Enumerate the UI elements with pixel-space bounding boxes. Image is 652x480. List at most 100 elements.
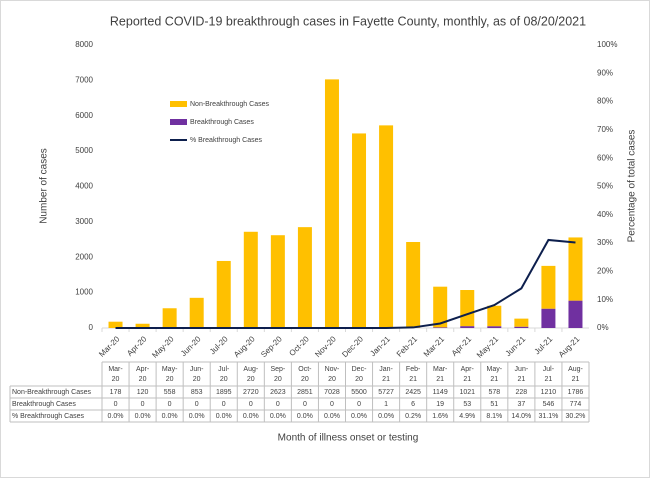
table-cell: 1149 <box>433 389 448 396</box>
table-cell: 0.0% <box>135 413 151 420</box>
table-cell: 228 <box>516 389 528 396</box>
table-header: Jun-20 <box>190 366 204 383</box>
legend-label: Non-Breakthrough Cases <box>190 101 269 108</box>
bar <box>433 327 448 328</box>
bar <box>352 133 367 328</box>
y-tick-label: 1000 <box>75 288 93 297</box>
table-row-label: Non-Breakthrough Cases <box>12 389 91 396</box>
table-header: Apr-20 <box>136 366 150 383</box>
y-tick-label: 0 <box>89 323 94 332</box>
table-header: Feb-21 <box>406 366 421 383</box>
table-cell: 2720 <box>243 389 259 396</box>
table-cell: 0.0% <box>378 413 394 420</box>
bar <box>379 125 394 328</box>
table-cell: 14.0% <box>511 413 531 420</box>
bar <box>541 265 556 309</box>
bar <box>243 231 258 328</box>
table-cell: 0.0% <box>108 413 124 420</box>
table-header: Jan-21 <box>379 366 393 383</box>
bar <box>487 305 502 327</box>
table-cell: 8.1% <box>486 413 502 420</box>
table-cell: 1 <box>384 401 388 408</box>
table-cell: 546 <box>543 401 555 408</box>
bar <box>514 318 529 327</box>
y2-tick-label: 20% <box>597 267 613 276</box>
y2-tick-label: 30% <box>597 238 613 247</box>
bar <box>487 326 502 328</box>
table-header: Mar-21 <box>433 366 448 383</box>
legend-label: % Breakthrough Cases <box>190 137 262 144</box>
table-cell: 0.0% <box>270 413 286 420</box>
bar <box>189 297 204 328</box>
table-cell: 0 <box>141 401 145 408</box>
bar <box>297 227 312 328</box>
y2-tick-label: 100% <box>597 40 617 49</box>
table-header: Aug-20 <box>243 366 258 383</box>
y2-tick-label: 0% <box>597 323 609 332</box>
table-cell: 2425 <box>405 389 421 396</box>
y-tick-label: 7000 <box>75 75 93 84</box>
table-row-label: % Breakthrough Cases <box>12 413 84 420</box>
table-cell: 6 <box>411 401 415 408</box>
table-cell: 5727 <box>378 389 394 396</box>
table-cell: 578 <box>488 389 500 396</box>
table-cell: 30.2% <box>566 413 586 420</box>
bar <box>460 290 475 327</box>
y2-tick-label: 60% <box>597 153 613 162</box>
table-cell: 178 <box>110 389 122 396</box>
y-tick-label: 6000 <box>75 111 93 120</box>
table-cell: 51 <box>490 401 498 408</box>
table-cell: 19 <box>436 401 444 408</box>
table-header: Jun-21 <box>515 366 529 383</box>
table-cell: 0.0% <box>324 413 340 420</box>
table-cell: 558 <box>164 389 176 396</box>
table-cell: 0.2% <box>405 413 421 420</box>
table-header: Jul-20 <box>218 366 230 383</box>
y2-tick-label: 80% <box>597 97 613 106</box>
bar <box>541 308 556 328</box>
bar <box>162 308 177 328</box>
table-cell: 1.6% <box>432 413 448 420</box>
bar <box>514 326 529 328</box>
y-tick-label: 4000 <box>75 182 93 191</box>
legend-swatch <box>170 119 187 125</box>
table-header: Apr-21 <box>461 366 475 383</box>
chart-title: Reported COVID-19 breakthrough cases in … <box>110 14 586 28</box>
table-cell: 1786 <box>568 389 584 396</box>
bar <box>460 326 475 328</box>
table-cell: 0.0% <box>351 413 367 420</box>
bar <box>135 323 150 328</box>
bar <box>108 321 123 328</box>
bar <box>270 235 285 328</box>
table-cell: 1210 <box>541 389 557 396</box>
table-header: May-20 <box>162 366 178 383</box>
table-header: Nov-20 <box>325 366 340 383</box>
table-header: Sep-20 <box>270 366 285 383</box>
y-axis-label: Number of cases <box>39 148 50 224</box>
table-header: Jul-21 <box>543 366 555 383</box>
legend-swatch <box>170 101 187 107</box>
y2-tick-label: 40% <box>597 210 613 219</box>
table-cell: 5500 <box>351 389 367 396</box>
y-tick-label: 5000 <box>75 146 93 155</box>
table-cell: 2851 <box>297 389 313 396</box>
table-cell: 2623 <box>270 389 286 396</box>
y2-tick-label: 10% <box>597 295 613 304</box>
table-cell: 37 <box>517 401 525 408</box>
table-cell: 0.0% <box>216 413 232 420</box>
table-cell: 0 <box>330 401 334 408</box>
table-cell: 853 <box>191 389 203 396</box>
table-cell: 774 <box>570 401 582 408</box>
y2-tick-label: 90% <box>597 68 613 77</box>
table-header: Mar-20 <box>108 366 123 383</box>
bar <box>568 237 583 301</box>
y2-axis-label: Percentage of total cases <box>627 130 638 243</box>
table-header: Oct-20 <box>298 366 312 383</box>
table-cell: 0 <box>249 401 253 408</box>
table-cell: 0.0% <box>189 413 205 420</box>
table-cell: 0 <box>168 401 172 408</box>
table-cell: 0.0% <box>162 413 178 420</box>
bar <box>406 242 421 328</box>
y-tick-label: 2000 <box>75 252 93 261</box>
